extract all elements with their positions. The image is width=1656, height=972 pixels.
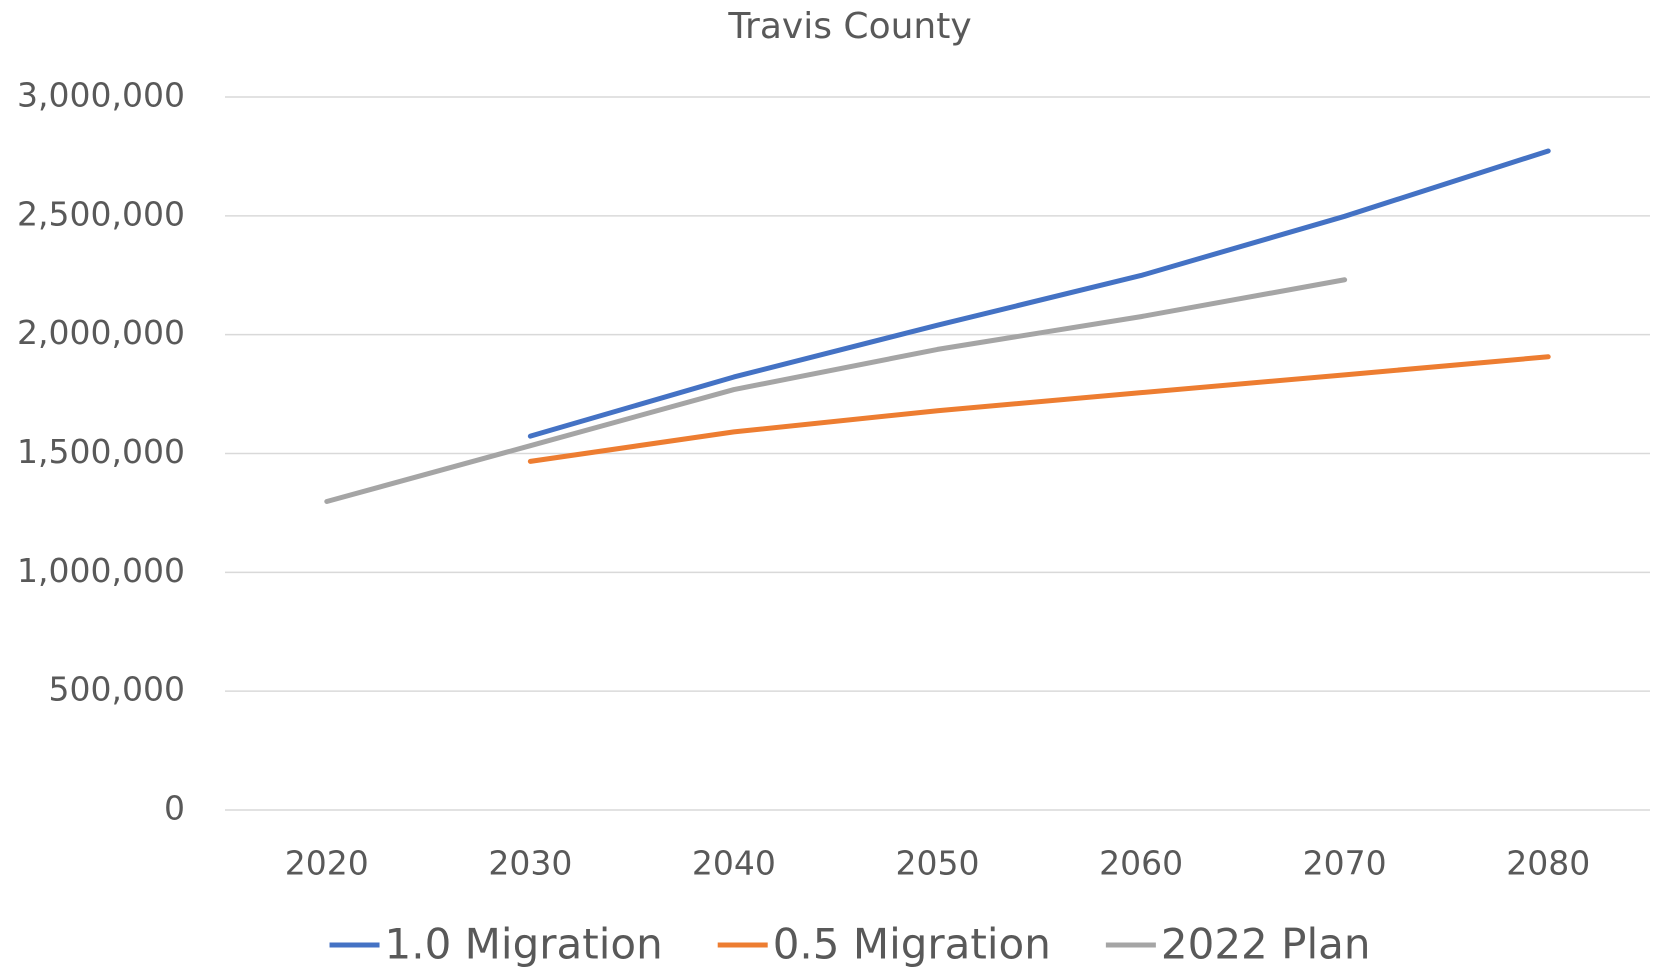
y-tick-label: 500,000	[49, 670, 185, 709]
series-line	[527, 148, 1551, 439]
y-tick-label: 0	[164, 789, 185, 828]
x-tick-label: 2030	[488, 844, 572, 883]
x-tick-label: 2050	[896, 844, 980, 883]
x-tick-label: 2020	[285, 844, 369, 883]
x-tick-label: 2060	[1099, 844, 1183, 883]
x-tick-label: 2040	[692, 844, 776, 883]
y-tick-label: 1,500,000	[17, 432, 185, 471]
y-tick-label: 1,000,000	[17, 551, 185, 590]
y-tick-label: 2,000,000	[17, 313, 185, 352]
chart-title: Travis County	[727, 6, 971, 47]
series-line	[527, 354, 1551, 464]
legend-label: 2022 Plan	[1161, 920, 1371, 969]
legend-label: 1.0 Migration	[385, 920, 663, 969]
series-line	[324, 277, 1348, 505]
y-tick-label: 2,500,000	[17, 194, 185, 233]
x-tick-label: 2080	[1506, 844, 1590, 883]
x-tick-label: 2070	[1303, 844, 1387, 883]
legend-label: 0.5 Migration	[773, 920, 1051, 969]
y-tick-label: 3,000,000	[17, 76, 185, 115]
